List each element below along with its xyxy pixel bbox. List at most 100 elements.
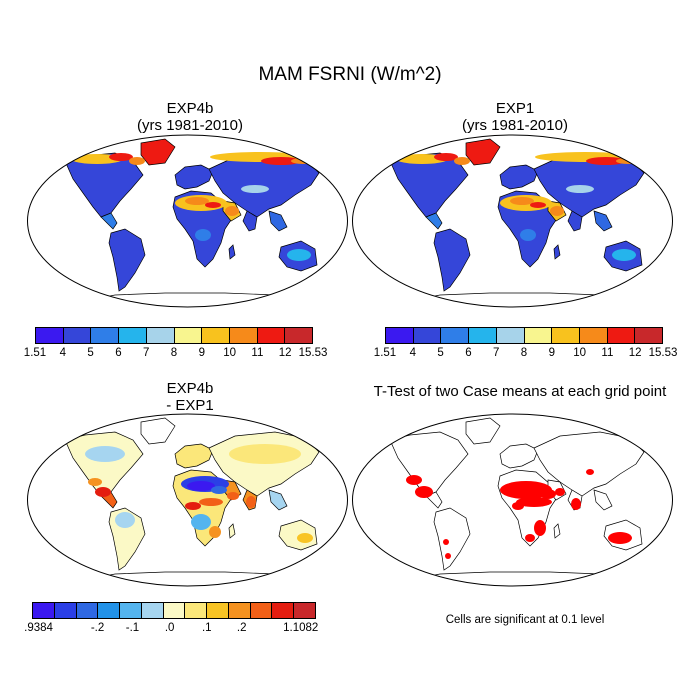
colorbar-tick-label: 8 [170,347,178,359]
significant-cell-region [540,489,556,499]
high-value-region [612,249,636,261]
colorbar-swatch [413,328,442,343]
colorbar-swatch [552,328,580,343]
colorbar-swatch [607,328,636,343]
colorbar-swatch [163,603,186,618]
continent-camerica [425,212,443,230]
significant-cell-region [443,539,449,545]
colorbar-swatch [119,328,147,343]
colorbar-swatch [579,328,608,343]
panel-title-line1: EXP1 [495,100,535,117]
colorbar-swatch [524,328,553,343]
significant-cell-region [534,520,546,536]
continent-camerica [100,212,118,230]
high-value-region [185,197,209,205]
difference-region [185,502,201,510]
significant-cell-region [525,534,535,542]
colorbar-tick-label: 9 [548,347,555,359]
difference-region [246,496,256,508]
significant-cell-region [512,502,524,510]
significant-cell-region [608,532,632,544]
high-value-region [225,206,239,216]
colorbar-tick-label: 4 [59,347,66,359]
high-value-region [287,249,311,261]
colorbar-tick-label: 5 [87,347,94,359]
significant-cell-region [406,475,422,485]
continent-seasia [268,210,288,232]
continent-greenland [465,138,501,166]
colorbar-swatch [386,328,414,343]
difference-region [229,444,301,464]
high-value-region [261,157,301,165]
continent-madagascar [553,244,561,260]
continent-namerica [389,431,469,497]
high-value-region [241,185,269,193]
colorbar-swatch [33,603,55,618]
high-value-region [205,202,221,208]
colorbar-swatch [76,603,99,618]
colorbar-swatch [185,603,208,618]
continent-samerica [108,228,146,292]
map-difference [27,413,348,587]
panel-title-line2: (yrs 1981-2010) [137,117,243,134]
panel-title-ttest: T-Test of two Case means at each grid po… [350,383,690,400]
map-land-layer [389,138,645,307]
map-exp1 [352,134,673,308]
continent-madagascar [228,244,236,260]
colorbar-swatch [91,328,120,343]
high-value-region [129,157,145,165]
high-value-region [195,229,211,241]
colorbar-swatch [54,603,77,618]
continent-seasia [593,210,613,232]
map-ttest [352,413,673,587]
panel-title-line1: EXP4b [166,380,214,397]
difference-region [211,486,227,494]
difference-region [187,481,215,491]
colorbar-tick-label: -.1 [125,622,140,634]
colorbar-exp1 [385,327,663,344]
panel-title-line1: T-Test of two Case means at each grid po… [373,383,667,400]
high-value-region [109,153,133,161]
continent-asia [533,431,645,497]
continent-seasia [268,489,288,511]
panel-title-line1: EXP4b [166,100,214,117]
continent-greenland [465,417,501,445]
colorbar-tick-label: .0 [164,622,175,634]
difference-region [199,498,223,506]
colorbar-tick-label: 11 [251,347,264,359]
continent-samerica [433,507,471,571]
colorbar-swatch [207,603,229,618]
difference-region [88,478,102,486]
continent-seasia [593,489,613,511]
colorbar-swatch [469,328,497,343]
significance-note: Cells are significant at 0.1 level [445,614,605,626]
colorbar-swatch [120,603,142,618]
colorbar-tick-label: 15.53 [648,347,678,359]
difference-region [297,533,313,543]
colorbar-tick-label: .1 [201,622,212,634]
colorbar-tick-label: .9384 [24,622,53,634]
colorbar-swatch [272,603,295,618]
continent-europe [174,443,214,469]
difference-region [227,492,239,500]
colorbar-swatch [141,603,164,618]
continent-europe [499,164,539,190]
map-land-layer [389,417,645,586]
panel-title-line2: - EXP1 [166,397,214,414]
colorbar-tick-label: 7 [142,347,150,359]
panel-title-difference: EXP4b - EXP1 [30,380,350,414]
map-exp4b [27,134,348,308]
map-outline [27,134,348,308]
panel-title-line2: (yrs 1981-2010) [462,117,568,134]
significant-cell-region [445,553,451,559]
colorbar-tick-label: 9 [198,347,205,359]
continent-antarctica [84,292,306,307]
significant-cell-region [586,469,594,475]
difference-region [95,487,111,497]
continent-greenland [140,138,176,166]
colorbar-tick-label: 4 [409,347,416,359]
colorbar-tick-label: 1.1082 [283,622,319,634]
colorbar-tick-label: 6 [115,347,122,359]
colorbar-tick-label: 8 [520,347,528,359]
colorbar-swatch [294,603,315,618]
